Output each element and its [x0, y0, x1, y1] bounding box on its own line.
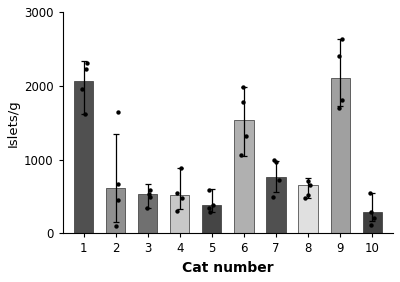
- Point: [305, 193, 311, 197]
- Point: [174, 191, 180, 195]
- Point: [178, 196, 185, 200]
- Point: [336, 106, 342, 110]
- Bar: [202, 205, 222, 233]
- Point: [114, 110, 121, 114]
- Point: [115, 198, 122, 202]
- Point: [243, 134, 250, 138]
- Point: [146, 195, 153, 200]
- Point: [83, 61, 90, 65]
- Point: [371, 215, 378, 220]
- Bar: [266, 177, 286, 233]
- Bar: [106, 188, 125, 233]
- Point: [238, 153, 244, 157]
- Point: [271, 157, 278, 162]
- Point: [339, 37, 345, 41]
- Point: [240, 85, 246, 89]
- Point: [276, 177, 282, 182]
- Point: [307, 182, 314, 187]
- Point: [144, 205, 150, 210]
- Point: [270, 194, 277, 199]
- Bar: [170, 195, 190, 233]
- Bar: [330, 78, 350, 233]
- Bar: [234, 120, 254, 233]
- Y-axis label: Islets/g: Islets/g: [7, 99, 20, 147]
- Point: [206, 205, 212, 210]
- Point: [304, 179, 311, 183]
- Point: [367, 191, 374, 195]
- Point: [82, 67, 89, 71]
- Bar: [362, 212, 382, 233]
- Point: [368, 223, 374, 228]
- Point: [113, 224, 120, 228]
- Point: [178, 166, 184, 171]
- Point: [174, 208, 180, 213]
- Point: [239, 100, 246, 104]
- Point: [82, 112, 88, 116]
- Bar: [74, 81, 93, 233]
- X-axis label: Cat number: Cat number: [182, 261, 274, 275]
- Point: [302, 196, 308, 200]
- Bar: [298, 186, 318, 233]
- Point: [147, 188, 153, 192]
- Point: [79, 87, 85, 92]
- Point: [206, 188, 212, 192]
- Point: [368, 210, 374, 214]
- Point: [273, 160, 279, 164]
- Point: [339, 98, 345, 102]
- Point: [115, 182, 121, 186]
- Bar: [138, 194, 157, 233]
- Point: [336, 54, 342, 58]
- Point: [210, 202, 216, 207]
- Point: [207, 210, 214, 214]
- Point: [146, 191, 152, 196]
